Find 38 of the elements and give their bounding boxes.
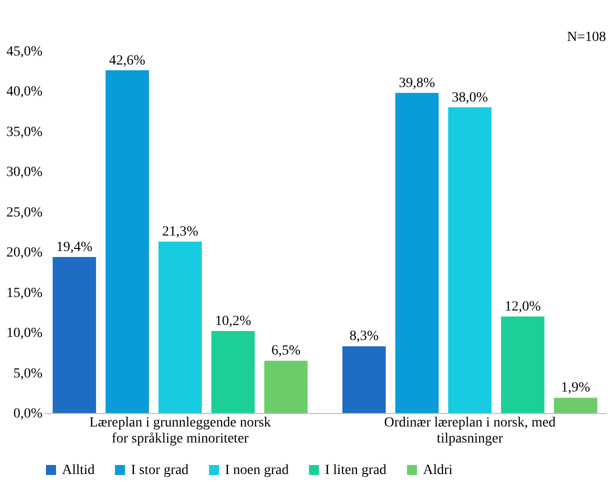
legend-label: I noen grad [225, 463, 289, 478]
bar [501, 316, 544, 413]
bar [448, 107, 492, 413]
data-label: 1,9% [561, 380, 591, 396]
y-tick-label: 15,0% [6, 286, 43, 301]
legend-label: I liten grad [325, 463, 386, 478]
legend-label: I stor grad [131, 463, 189, 478]
data-label: 39,8% [398, 76, 436, 91]
bar [211, 330, 255, 413]
y-tick-label: 25,0% [6, 205, 43, 220]
x-tick-label: Ordinær læreplan i norsk, med tilpasninger [384, 416, 556, 446]
y-tick-label: 5,0% [13, 366, 43, 382]
bar [106, 70, 149, 413]
bar [395, 92, 439, 413]
y-tick-label: 40,0% [6, 84, 43, 100]
data-label: 42,6% [109, 53, 146, 68]
legend-label: Alltid [62, 463, 95, 478]
data-label: 8,3% [349, 329, 379, 344]
data-label: 19,4% [56, 240, 93, 255]
y-tick-label: 20,0% [6, 246, 43, 261]
bar [158, 242, 202, 413]
x-tick-label: Læreplan i grunnleggende norsk for språklige minoriteter [89, 416, 271, 446]
y-tick-label: 0,0% [13, 406, 43, 422]
data-label: 21,3% [162, 224, 199, 240]
bar [342, 346, 386, 413]
bar [264, 360, 308, 413]
y-tick-label: 35,0% [6, 124, 43, 140]
legend-label: Aldri [423, 463, 453, 478]
bar [554, 398, 598, 413]
bar [52, 256, 96, 413]
data-label: 6,5% [271, 344, 301, 359]
y-tick-label: 10,0% [6, 326, 43, 342]
data-label: 10,2% [214, 314, 252, 329]
data-label: 12,0% [504, 299, 542, 314]
y-tick-label: 30,0% [6, 165, 43, 180]
y-tick-label: 45,0% [6, 44, 43, 60]
text: N=108 [566, 30, 606, 45]
data-label: 38,0% [452, 90, 488, 106]
